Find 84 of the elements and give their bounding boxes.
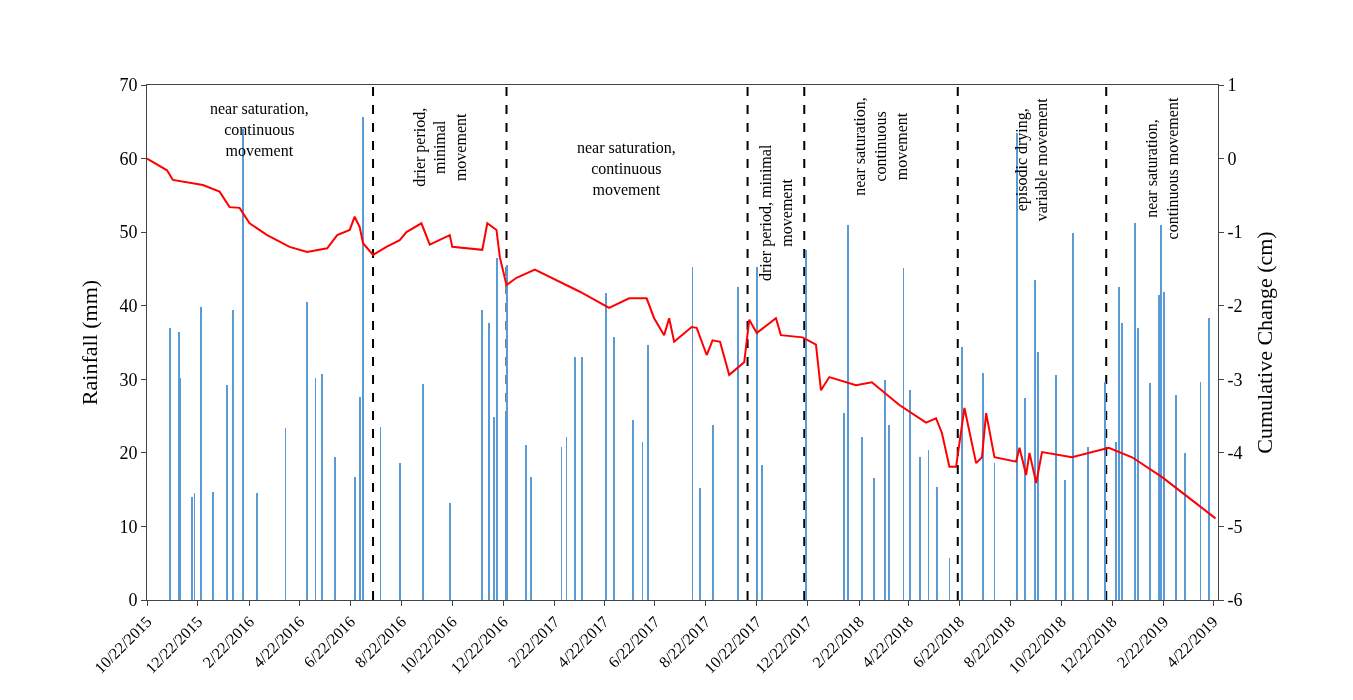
- bar: [873, 478, 875, 600]
- bar: [699, 488, 701, 600]
- y2-tick-label: 1: [1227, 75, 1237, 96]
- bar: [1055, 375, 1057, 600]
- bar: [232, 310, 234, 600]
- bar: [936, 487, 938, 600]
- y2-axis-title: Cumulative Change (cm): [1252, 231, 1278, 454]
- y2-tick-label: -6: [1227, 590, 1243, 611]
- bar: [362, 117, 364, 600]
- y-tick-label: 60: [119, 148, 138, 169]
- bar: [530, 477, 532, 600]
- y2-tick-label: -5: [1227, 516, 1243, 537]
- bar: [647, 345, 649, 600]
- bar: [1208, 318, 1210, 600]
- annotation: near saturation, continuous movement: [851, 97, 910, 196]
- y2-tick-label: -4: [1227, 443, 1243, 464]
- annotation: near saturation, continuous movement: [577, 139, 676, 198]
- bar: [399, 463, 401, 600]
- bar: [1118, 287, 1120, 600]
- bar: [574, 357, 576, 600]
- bar: [306, 302, 308, 600]
- y-tick-label: 30: [119, 369, 138, 390]
- bar: [525, 445, 527, 600]
- annotation: near saturation, continuous movement: [1142, 97, 1181, 240]
- bar: [884, 380, 886, 600]
- bar: [1175, 395, 1177, 600]
- bar: [737, 287, 739, 600]
- bar: [756, 267, 758, 600]
- annotation: drier period, minimal movement: [410, 107, 470, 187]
- bar: [242, 129, 244, 600]
- bar: [256, 493, 258, 600]
- bar: [354, 477, 356, 600]
- bar: [422, 384, 424, 600]
- bar: [488, 323, 490, 600]
- bar: [961, 347, 963, 600]
- bar: [496, 258, 498, 600]
- bar: [581, 357, 583, 600]
- bar: [1016, 133, 1018, 600]
- bar: [613, 337, 615, 600]
- bar: [847, 225, 849, 600]
- y2-tick-label: -3: [1227, 369, 1243, 390]
- bar: [200, 307, 202, 600]
- annotation: episodic drying, variable movement: [1012, 97, 1051, 222]
- y2-tick-label: -2: [1227, 296, 1243, 317]
- y-tick-label: 0: [128, 590, 138, 611]
- y-tick-label: 10: [119, 516, 138, 537]
- bar: [605, 293, 607, 600]
- bar: [888, 425, 890, 600]
- bar: [1072, 233, 1074, 600]
- bar: [982, 373, 984, 600]
- bar: [761, 465, 763, 600]
- y-tick-label: 40: [119, 296, 138, 317]
- bar: [321, 374, 323, 600]
- bar: [449, 503, 451, 600]
- bar: [1184, 453, 1186, 600]
- bar: [169, 328, 171, 600]
- y-tick-label: 20: [119, 443, 138, 464]
- bar: [1160, 225, 1162, 600]
- bar: [1064, 480, 1066, 600]
- bar: [506, 265, 508, 600]
- bar: [1149, 383, 1151, 600]
- bar: [226, 385, 228, 600]
- y2-tick-label: 0: [1227, 148, 1237, 169]
- annotation: drier period, minimal movement: [756, 144, 795, 282]
- y2-tick-label: -1: [1227, 222, 1243, 243]
- bar: [1134, 223, 1136, 600]
- bar: [212, 492, 214, 600]
- bar: [861, 437, 863, 600]
- bar: [1024, 398, 1026, 600]
- y-axis-title: Rainfall (mm): [77, 279, 103, 406]
- y-tick-label: 50: [119, 222, 138, 243]
- bar: [632, 420, 634, 600]
- bar: [843, 413, 845, 600]
- bar: [1104, 382, 1106, 600]
- y-tick-label: 70: [119, 75, 138, 96]
- bar: [191, 497, 193, 600]
- bar: [805, 250, 807, 600]
- bar: [1087, 447, 1089, 600]
- bar: [481, 310, 483, 600]
- bar: [334, 457, 336, 600]
- bar: [712, 425, 714, 600]
- bar: [1034, 280, 1036, 600]
- bar: [919, 457, 921, 600]
- bar: [909, 390, 911, 600]
